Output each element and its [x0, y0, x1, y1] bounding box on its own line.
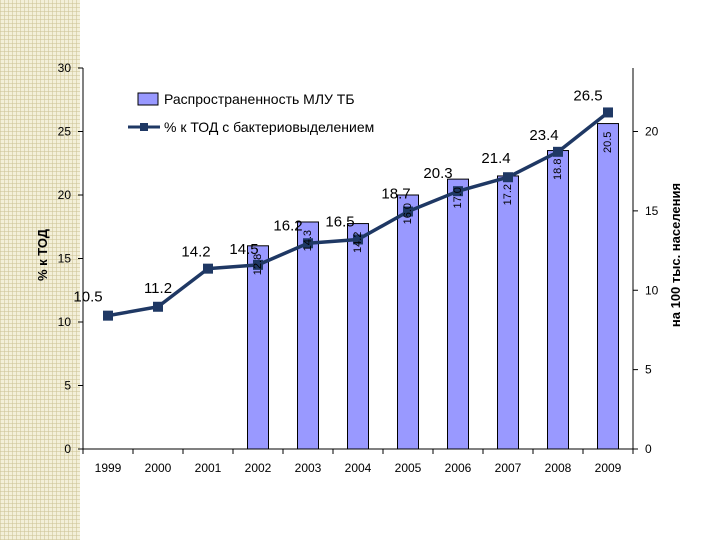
line-marker-2006 — [453, 186, 463, 197]
line-marker-2009 — [603, 107, 613, 118]
legend-bar-swatch — [137, 92, 159, 106]
legend-line-marker — [140, 123, 148, 131]
left-tick-label: 25 — [58, 125, 72, 139]
line-value-label: 21.4 — [481, 150, 510, 167]
bar-2004 — [347, 223, 369, 450]
bar-value-label: 18.8 — [552, 159, 564, 180]
line-value-label: 14.5 — [229, 241, 258, 258]
line-marker-2008 — [553, 146, 563, 157]
labels-layer: 12.8 14.3 14.2 16.0 17.0 17.2 18.8 20.5 10.5 11.2… — [73, 87, 614, 305]
line-value-label: 18.7 — [381, 186, 410, 203]
right-tick-label: 0 — [645, 442, 652, 456]
line-value-label: 14.2 — [181, 244, 210, 261]
line-layer — [103, 107, 613, 321]
bar-2007 — [497, 175, 519, 450]
bars-layer — [247, 123, 619, 450]
legend: Распространенность МЛУ ТБ % к ТОД с бакт… — [128, 91, 374, 135]
x-tick-label: 2002 — [245, 461, 272, 475]
ticks-layer: 0 5 10 15 20 25 30 0 5 10 15 20 1999 2000 2001 2002 2003… — [58, 61, 659, 475]
right-tick-label: 20 — [645, 125, 659, 139]
bar-value-label: 20.5 — [602, 132, 614, 153]
x-tick-label: 1999 — [95, 461, 122, 475]
line-value-label: 16.2 — [273, 217, 302, 234]
line-value-label: 11.2 — [144, 280, 172, 297]
line-marker-2007 — [503, 172, 513, 183]
x-tick-label: 2008 — [545, 461, 572, 475]
right-tick-label: 15 — [645, 204, 659, 218]
x-tick-label: 2007 — [495, 461, 522, 475]
line-marker-2002 — [253, 259, 263, 270]
bar-value-label: 14.2 — [352, 232, 364, 253]
legend-bar-label: Распространенность МЛУ ТБ — [164, 91, 355, 107]
line-value-label: 10.5 — [73, 289, 102, 306]
line-value-label: 16.5 — [325, 213, 354, 230]
line-value-label: 26.5 — [573, 87, 602, 104]
left-tick-label: 30 — [58, 61, 72, 75]
left-tick-label: 10 — [58, 315, 72, 329]
bar-value-label: 12.8 — [252, 254, 264, 275]
line-marker-2000 — [153, 301, 163, 312]
left-tick-label: 20 — [58, 188, 72, 202]
x-tick-label: 2006 — [445, 461, 472, 475]
bar-2003 — [297, 221, 319, 450]
legend-line-label: % к ТОД с бактериовыделением — [164, 119, 374, 135]
x-tick-label: 2005 — [395, 461, 422, 475]
bar-value-label: 17.2 — [502, 184, 514, 205]
x-tick-label: 2000 — [145, 461, 172, 475]
bar-2008 — [547, 150, 569, 450]
left-tick-label: 15 — [58, 252, 72, 266]
left-tick-label: 0 — [64, 442, 71, 456]
line-marker-2005 — [403, 206, 413, 217]
bar-2002 — [247, 245, 269, 450]
bar-2005 — [397, 194, 419, 450]
x-tick-label: 2004 — [345, 461, 372, 475]
line-marker-2003 — [303, 238, 313, 249]
line-value-label: 20.3 — [423, 165, 452, 182]
bar-value-label: 16.0 — [402, 203, 414, 224]
decorative-pattern-strip — [0, 0, 80, 540]
bar-2009 — [597, 123, 619, 450]
left-axis-title: % к ТОД — [35, 228, 50, 281]
right-axis-title: на 100 тыс. населения — [668, 183, 683, 327]
left-tick-label: 5 — [64, 379, 71, 393]
x-tick-label: 2003 — [295, 461, 322, 475]
right-tick-label: 5 — [645, 363, 652, 377]
line-marker-2004 — [353, 234, 363, 245]
line-value-label: 23.4 — [529, 127, 558, 144]
bar-2006 — [447, 178, 469, 450]
right-tick-label: 10 — [645, 283, 659, 297]
line-marker-1999 — [103, 310, 113, 321]
x-tick-label: 2001 — [195, 461, 222, 475]
x-tick-label: 2009 — [595, 461, 622, 475]
line-marker-2001 — [203, 263, 213, 274]
bar-value-label: 14.3 — [302, 230, 314, 251]
bar-value-label: 17.0 — [452, 187, 464, 208]
